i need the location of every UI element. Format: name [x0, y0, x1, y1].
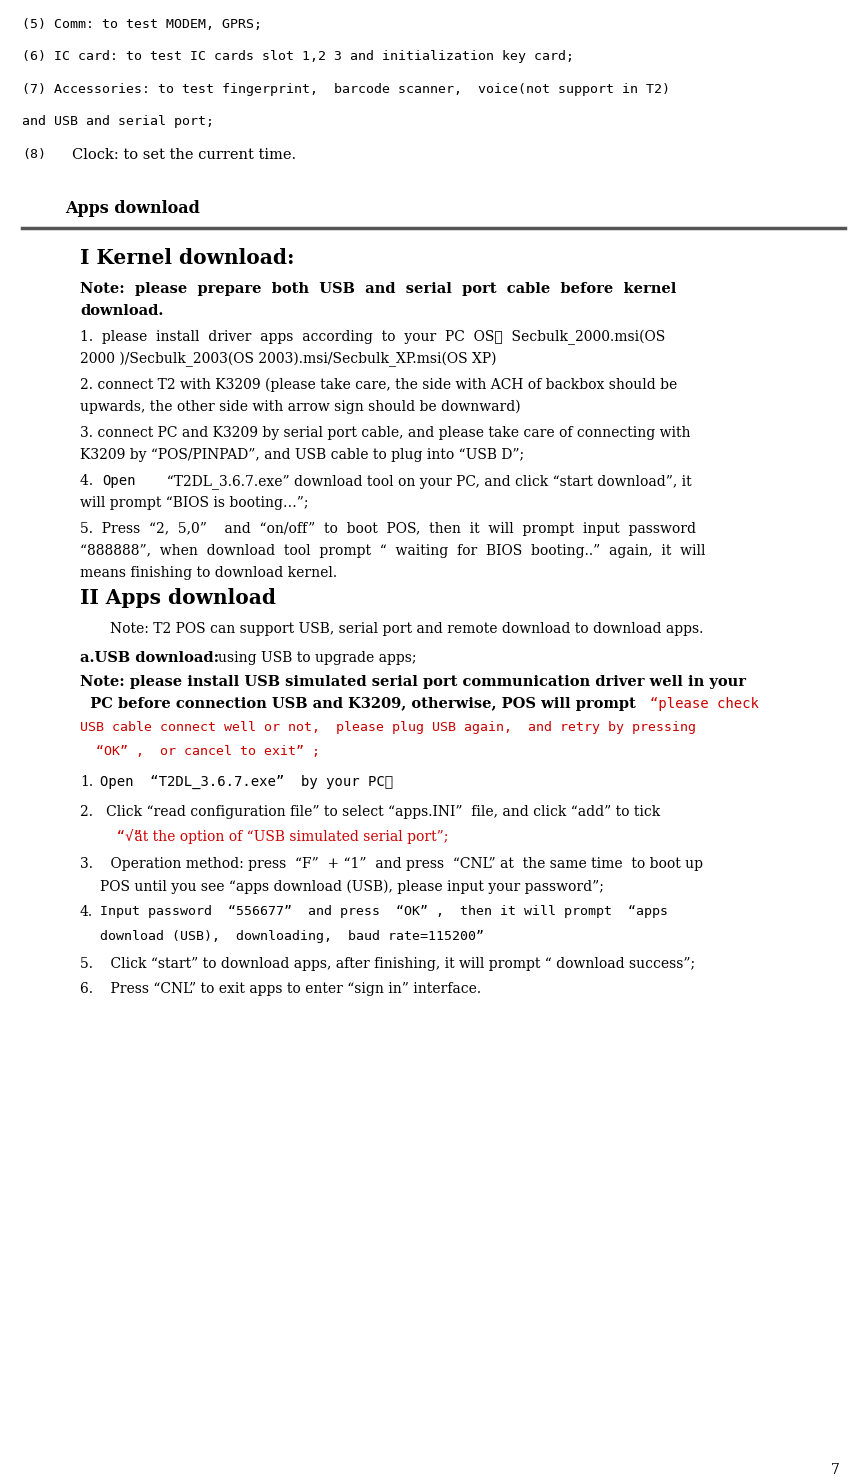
- Text: means finishing to download kernel.: means finishing to download kernel.: [80, 566, 337, 581]
- Text: “888888”,  when  download  tool  prompt  “  waiting  for  BIOS  booting..”  agai: “888888”, when download tool prompt “ wa…: [80, 544, 706, 558]
- Text: 1.  please  install  driver  apps  according  to  your  PC  OS：  Secbulk_2000.ms: 1. please install driver apps according …: [80, 330, 665, 345]
- Text: (5) Comm: to test MODEM, GPRS;: (5) Comm: to test MODEM, GPRS;: [22, 18, 262, 31]
- Text: 5.  Press  “2,  5,0”    and  “on/off”  to  boot  POS,  then  it  will  prompt  i: 5. Press “2, 5,0” and “on/off” to boot P…: [80, 521, 696, 536]
- Text: “√”: “√”: [100, 829, 142, 844]
- Text: “please check: “please check: [650, 698, 759, 711]
- Text: (6) IC card: to test IC cards slot 1,2 3 and initialization key card;: (6) IC card: to test IC cards slot 1,2 3…: [22, 50, 574, 64]
- Text: and USB and serial port;: and USB and serial port;: [22, 116, 214, 127]
- Text: download.: download.: [80, 304, 163, 318]
- Text: Apps download: Apps download: [65, 200, 200, 218]
- Text: 3.    Operation method: press  “F”  + “1”  and press  “CNL” at  the same time  t: 3. Operation method: press “F” + “1” and…: [80, 857, 703, 871]
- Text: 2000 )/Secbulk_2003(OS 2003).msi/Secbulk_XP.msi(OS XP): 2000 )/Secbulk_2003(OS 2003).msi/Secbulk…: [80, 352, 497, 367]
- Text: using USB to upgrade apps;: using USB to upgrade apps;: [218, 652, 417, 665]
- Text: (8): (8): [22, 148, 46, 161]
- Text: Note: please install USB simulated serial port communication driver well in your: Note: please install USB simulated seria…: [80, 675, 746, 689]
- Text: USB cable connect well or not,  please plug USB again,  and retry by pressing: USB cable connect well or not, please pl…: [80, 721, 696, 735]
- Text: 1.: 1.: [80, 775, 93, 789]
- Text: Note: T2 POS can support USB, serial port and remote download to download apps.: Note: T2 POS can support USB, serial por…: [110, 622, 703, 635]
- Text: 4.: 4.: [80, 905, 93, 920]
- Text: 2.   Click “read configuration file” to select “apps.INI”  file, and click “add”: 2. Click “read configuration file” to se…: [80, 806, 660, 819]
- Text: 3. connect PC and K3209 by serial port cable, and please take care of connecting: 3. connect PC and K3209 by serial port c…: [80, 427, 690, 440]
- Text: upwards, the other side with arrow sign should be downward): upwards, the other side with arrow sign …: [80, 400, 521, 415]
- Text: Note:  please  prepare  both  USB  and  serial  port  cable  before  kernel: Note: please prepare both USB and serial…: [80, 281, 676, 296]
- Text: “OK” ,  or cancel to exit” ;: “OK” , or cancel to exit” ;: [80, 745, 320, 758]
- Text: Open: Open: [102, 474, 136, 489]
- Text: K3209 by “POS/PINPAD”, and USB cable to plug into “USB D”;: K3209 by “POS/PINPAD”, and USB cable to …: [80, 447, 524, 462]
- Text: a.USB download:: a.USB download:: [80, 652, 224, 665]
- Text: 6.    Press “CNL” to exit apps to enter “sign in” interface.: 6. Press “CNL” to exit apps to enter “si…: [80, 982, 481, 997]
- Text: POS until you see “apps download (USB), please input your password”;: POS until you see “apps download (USB), …: [100, 880, 604, 895]
- Text: Input password  “556677”  and press  “OK” ,  then it will prompt  “apps: Input password “556677” and press “OK” ,…: [100, 905, 668, 918]
- Text: Open  “T2DL_3.6.7.exe”  by your PC；: Open “T2DL_3.6.7.exe” by your PC；: [100, 775, 393, 789]
- Text: at the option of “USB simulated serial port”;: at the option of “USB simulated serial p…: [130, 829, 448, 844]
- Text: download (USB),  downloading,  baud rate=115200”: download (USB), downloading, baud rate=1…: [100, 930, 484, 943]
- Text: 4.: 4.: [80, 474, 98, 489]
- Text: I Kernel download:: I Kernel download:: [80, 247, 294, 268]
- Text: 5.    Click “start” to download apps, after finishing, it will prompt “ download: 5. Click “start” to download apps, after…: [80, 957, 695, 972]
- Text: 2. connect T2 with K3209 (please take care, the side with ACH of backbox should : 2. connect T2 with K3209 (please take ca…: [80, 378, 677, 392]
- Text: “T2DL_3.6.7.exe” download tool on your PC, and click “start download”, it: “T2DL_3.6.7.exe” download tool on your P…: [158, 474, 692, 489]
- Text: (7) Accessories: to test fingerprint,  barcode scanner,  voice(not support in T2: (7) Accessories: to test fingerprint, ba…: [22, 83, 670, 96]
- Text: PC before connection USB and K3209, otherwise, POS will prompt: PC before connection USB and K3209, othe…: [80, 698, 641, 711]
- Text: II Apps download: II Apps download: [80, 588, 276, 609]
- Text: will prompt “BIOS is booting…”;: will prompt “BIOS is booting…”;: [80, 496, 309, 509]
- Text: Clock: to set the current time.: Clock: to set the current time.: [72, 148, 296, 161]
- Text: 7: 7: [831, 1463, 840, 1477]
